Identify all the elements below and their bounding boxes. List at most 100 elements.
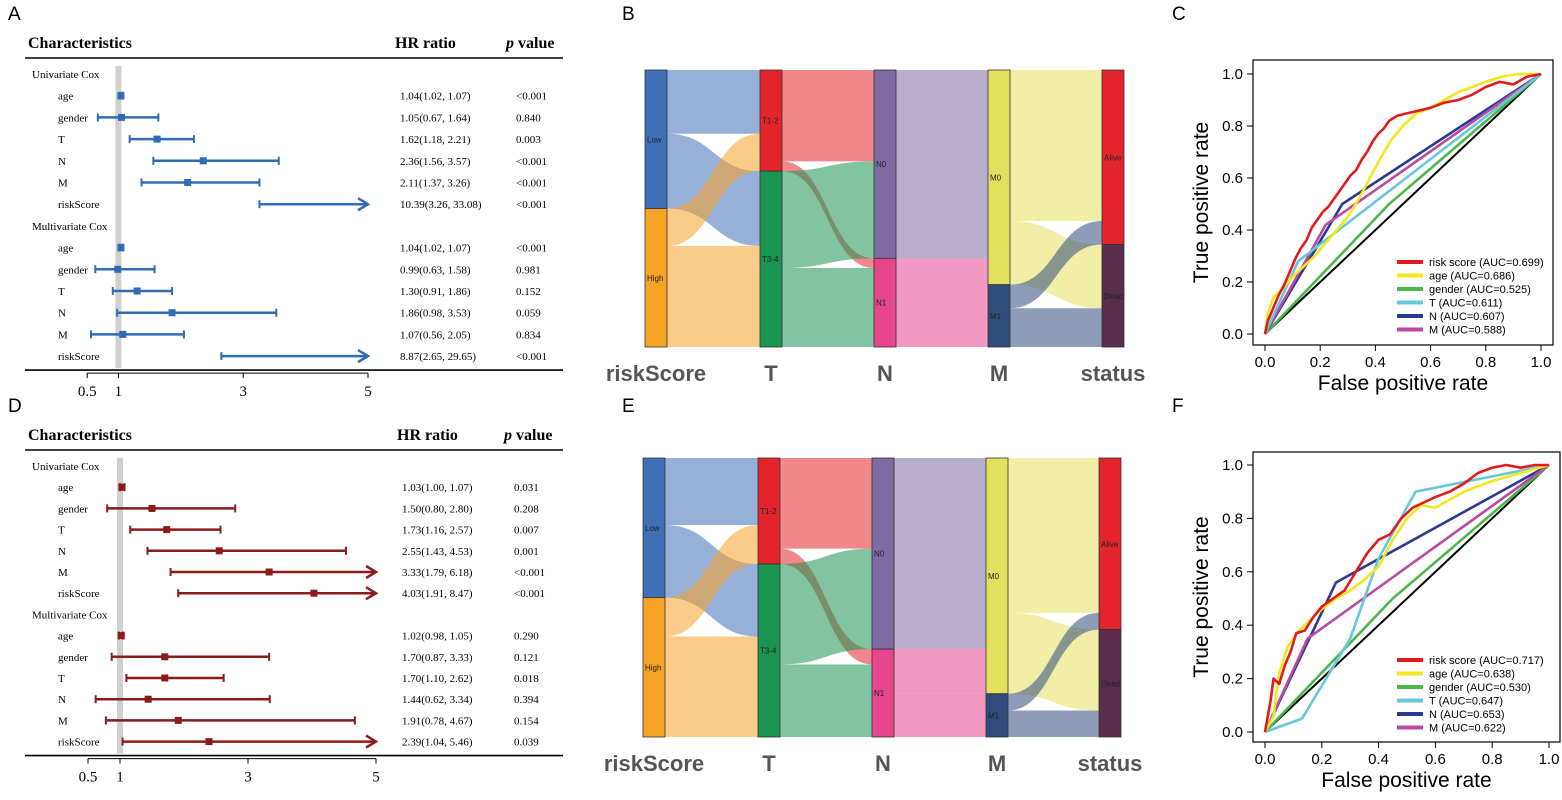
reference-band bbox=[115, 66, 122, 369]
sankey-node-label: N1 bbox=[876, 299, 887, 308]
hr-text: 2.36(1.56, 3.57) bbox=[400, 156, 471, 168]
row-label: M bbox=[58, 567, 68, 579]
hr-point bbox=[118, 113, 126, 121]
p-text: 0.039 bbox=[514, 737, 539, 749]
y-tick-label: 0.0 bbox=[1222, 724, 1243, 741]
sankey-flow bbox=[1010, 70, 1102, 221]
p-text: <0.001 bbox=[516, 351, 547, 363]
sankey-node bbox=[759, 170, 783, 348]
hr-text: 1.30(0.91, 1.86) bbox=[400, 286, 471, 298]
sankey-flow bbox=[665, 524, 758, 637]
hr-text: 10.39(3.26, 33.08) bbox=[400, 199, 482, 211]
sankey-axis-label: riskScore bbox=[606, 361, 706, 386]
roc-curve bbox=[1264, 464, 1550, 733]
y-tick-label: 0.4 bbox=[1222, 222, 1243, 239]
panel-label-C: C bbox=[1172, 4, 1186, 25]
hr-text: 1.91(0.78, 4.67) bbox=[402, 715, 473, 727]
p-text: <0.001 bbox=[516, 199, 547, 211]
hr-point bbox=[148, 504, 156, 512]
hr-point bbox=[265, 568, 273, 576]
sankey-node-label: T3-4 bbox=[760, 647, 777, 656]
row-label: riskScore bbox=[58, 588, 100, 600]
sankey-node-label: Alive bbox=[1104, 153, 1122, 162]
hr-text: 1.70(0.87, 3.33) bbox=[402, 652, 473, 664]
p-text: <0.001 bbox=[516, 156, 547, 168]
row-label: riskScore bbox=[58, 199, 100, 211]
x-tick-label: 0.0 bbox=[1255, 354, 1276, 371]
hr-text: 1.03(1.00, 1.07) bbox=[402, 482, 473, 494]
hr-text: 1.02(0.98, 1.05) bbox=[402, 631, 473, 643]
roc-curve bbox=[1264, 73, 1542, 335]
sankey-flow bbox=[896, 70, 988, 259]
x-tick-label: 0.5 bbox=[78, 384, 97, 400]
sankey-node-label: High bbox=[647, 274, 663, 283]
legend-label: gender (AUC=0.525) bbox=[1429, 284, 1531, 296]
sankey-flow bbox=[894, 649, 986, 694]
sankey-axis-label: M bbox=[990, 361, 1008, 386]
row-label: age bbox=[58, 482, 73, 494]
hr-point bbox=[199, 157, 207, 165]
sankey-node-label: T1-2 bbox=[760, 507, 777, 516]
x-tick-label: 5 bbox=[364, 384, 372, 400]
ci-arrow bbox=[357, 349, 371, 364]
sankey-node-label: T1-2 bbox=[762, 117, 779, 126]
sankey-flow bbox=[665, 458, 758, 525]
legend-label: T (AUC=0.647) bbox=[1429, 696, 1503, 708]
x-tick-label: 0.8 bbox=[1475, 354, 1496, 371]
p-text: 0.018 bbox=[514, 673, 539, 685]
sankey-flow bbox=[896, 258, 988, 285]
row-label: M bbox=[58, 178, 68, 190]
x-axis-label: False positive rate bbox=[1321, 769, 1491, 792]
forest-plot-D: Characteristics HR ratio p value Univariate… bbox=[25, 427, 563, 786]
sankey-node bbox=[987, 284, 1011, 348]
p-text: 0.981 bbox=[516, 264, 541, 276]
sankey-node bbox=[644, 208, 668, 348]
sankey-flow bbox=[667, 70, 760, 134]
sankey-node bbox=[1098, 629, 1122, 738]
ci-arrow bbox=[365, 586, 379, 601]
legend-label: age (AUC=0.638) bbox=[1429, 669, 1515, 681]
sankey-flow bbox=[782, 161, 874, 269]
sankey-flow bbox=[782, 268, 874, 347]
hr-point bbox=[153, 135, 161, 143]
sankey-node-label: N0 bbox=[876, 160, 887, 169]
row-label: T bbox=[58, 673, 65, 685]
hr-text: 1.50(0.80, 2.80) bbox=[402, 503, 473, 515]
sankey-node-label: M0 bbox=[988, 572, 1000, 581]
hr-point bbox=[117, 632, 125, 640]
legend-label: gender (AUC=0.530) bbox=[1429, 682, 1531, 694]
group-title: Univariate Cox bbox=[32, 461, 100, 473]
diagonal bbox=[1264, 73, 1542, 335]
sankey-axis-label: T bbox=[764, 361, 778, 386]
row-label: N bbox=[58, 156, 66, 168]
sankey-flow bbox=[894, 693, 986, 737]
hr-text: 1.44(0.62, 3.34) bbox=[402, 694, 473, 706]
sankey-node-label: Alive bbox=[1101, 540, 1119, 549]
x-tick-label: 0.4 bbox=[1368, 751, 1389, 768]
sankey-node bbox=[1101, 244, 1125, 348]
y-tick-label: 1.0 bbox=[1222, 66, 1243, 83]
row-label: gender bbox=[58, 652, 88, 664]
hr-point bbox=[133, 287, 141, 295]
row-label: age bbox=[58, 631, 73, 643]
hr-point bbox=[117, 92, 125, 100]
sankey-axis-label: N bbox=[875, 751, 891, 776]
hr-text: 1.04(1.02, 1.07) bbox=[400, 243, 471, 255]
sankey-node-label: M1 bbox=[990, 312, 1002, 321]
p-text: 0.154 bbox=[514, 715, 539, 727]
p-text: 0.208 bbox=[514, 503, 539, 515]
x-tick-label: 0.2 bbox=[1310, 354, 1331, 371]
hr-point bbox=[184, 179, 192, 186]
header-p-value: p value bbox=[504, 35, 554, 52]
sankey-node-label: Dead bbox=[1101, 679, 1120, 688]
sankey-B: Low High T1-2 T3-4 N0 N1 M0 M1 Alive Dead riskScor… bbox=[606, 69, 1145, 386]
x-tick-label: 1.0 bbox=[1539, 751, 1560, 768]
row-label: age bbox=[58, 243, 73, 255]
sankey-flow bbox=[782, 70, 874, 162]
x-tick-label: 0.2 bbox=[1311, 751, 1332, 768]
x-tick-label: 0.0 bbox=[1255, 751, 1276, 768]
sankey-E: Low High T1-2 T3-4 N0 N1 M0 M1 Alive Dead riskScor… bbox=[604, 457, 1142, 776]
row-label: riskScore bbox=[58, 737, 100, 749]
group-title: Univariate Cox bbox=[32, 69, 100, 81]
